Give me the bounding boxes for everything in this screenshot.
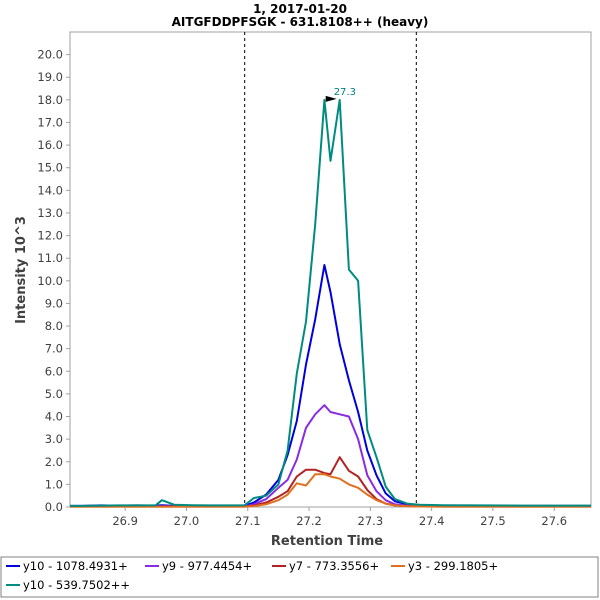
series-line-3 xyxy=(70,473,591,508)
y-tick-label: 2.0 xyxy=(45,455,63,469)
y-tick-label: 4.0 xyxy=(45,410,63,424)
y-tick-label: 5.0 xyxy=(45,387,63,401)
y-tick-label: 7.0 xyxy=(45,342,63,356)
y-tick-label: 9.0 xyxy=(45,296,63,310)
x-tick-label: 27.5 xyxy=(480,514,506,528)
legend-item-label: y10 - 1078.4931+ xyxy=(23,559,128,573)
chart-title: 1, 2017-01-20 xyxy=(253,2,347,16)
y-tick-label: 16.0 xyxy=(37,138,63,152)
y-tick-label: 6.0 xyxy=(45,364,63,378)
x-axis-label: Retention Time xyxy=(271,534,383,549)
y-tick-label: 20.0 xyxy=(37,48,63,62)
x-tick-label: 27.1 xyxy=(235,514,261,528)
y-tick-label: 3.0 xyxy=(45,432,63,446)
legend-frame xyxy=(0,556,599,598)
x-tick-label: 27.6 xyxy=(541,514,567,528)
integration-bounds xyxy=(244,32,417,507)
y-tick-label: 15.0 xyxy=(37,161,63,175)
chart-subtitle: AITGFDDPFSGK - 631.8108++ (heavy) xyxy=(172,15,429,29)
x-tick-label: 27.4 xyxy=(419,514,445,528)
plot-area: 27.3 xyxy=(69,31,592,508)
peak-marker-layer: 27.3 xyxy=(325,87,356,102)
y-tick-label: 1.0 xyxy=(45,477,63,491)
y-axis: 0.0 1.0 2.0 3.0 4.0 5.0 6.0 7.0 8.0 9.0 10.0 11.0 12… xyxy=(37,48,70,514)
legend-item-label: y7 - 773.3556+ xyxy=(289,559,379,573)
x-tick-label: 27.3 xyxy=(358,514,384,528)
peak-marker-arrow xyxy=(325,95,337,102)
y-tick-label: 14.0 xyxy=(37,183,63,197)
y-tick-label: 10.0 xyxy=(37,274,63,288)
y-tick-label: 13.0 xyxy=(37,206,63,220)
y-tick-label: 8.0 xyxy=(45,319,63,333)
legend-item-label: y3 - 299.1805+ xyxy=(408,559,498,573)
y-tick-label: 0.0 xyxy=(45,500,63,514)
legend: y10 - 1078.4931+ y9 - 977.4454+ y7 - 773.3… xyxy=(0,556,599,598)
y-tick-label: 17.0 xyxy=(37,115,63,129)
peak-marker-label: 27.3 xyxy=(334,87,356,98)
series-layer xyxy=(69,98,591,508)
y-tick-label: 11.0 xyxy=(37,251,63,265)
series-line-4 xyxy=(70,98,591,507)
y-tick-label: 12.0 xyxy=(37,229,63,243)
legend-item-label: y10 - 539.7502++ xyxy=(23,578,130,592)
x-axis: 26.9 27.0 27.1 27.2 27.3 27.4 27.5 27.6 xyxy=(112,507,567,528)
y-tick-label: 18.0 xyxy=(37,93,63,107)
y-axis-label: Intensity 10^3 xyxy=(14,216,29,324)
x-tick-label: 26.9 xyxy=(112,514,138,528)
x-tick-label: 27.2 xyxy=(296,514,322,528)
plot-frame xyxy=(69,31,592,508)
y-tick-label: 19.0 xyxy=(37,70,63,84)
legend-item-label: y9 - 977.4454+ xyxy=(162,559,252,573)
x-tick-label: 27.0 xyxy=(174,514,200,528)
